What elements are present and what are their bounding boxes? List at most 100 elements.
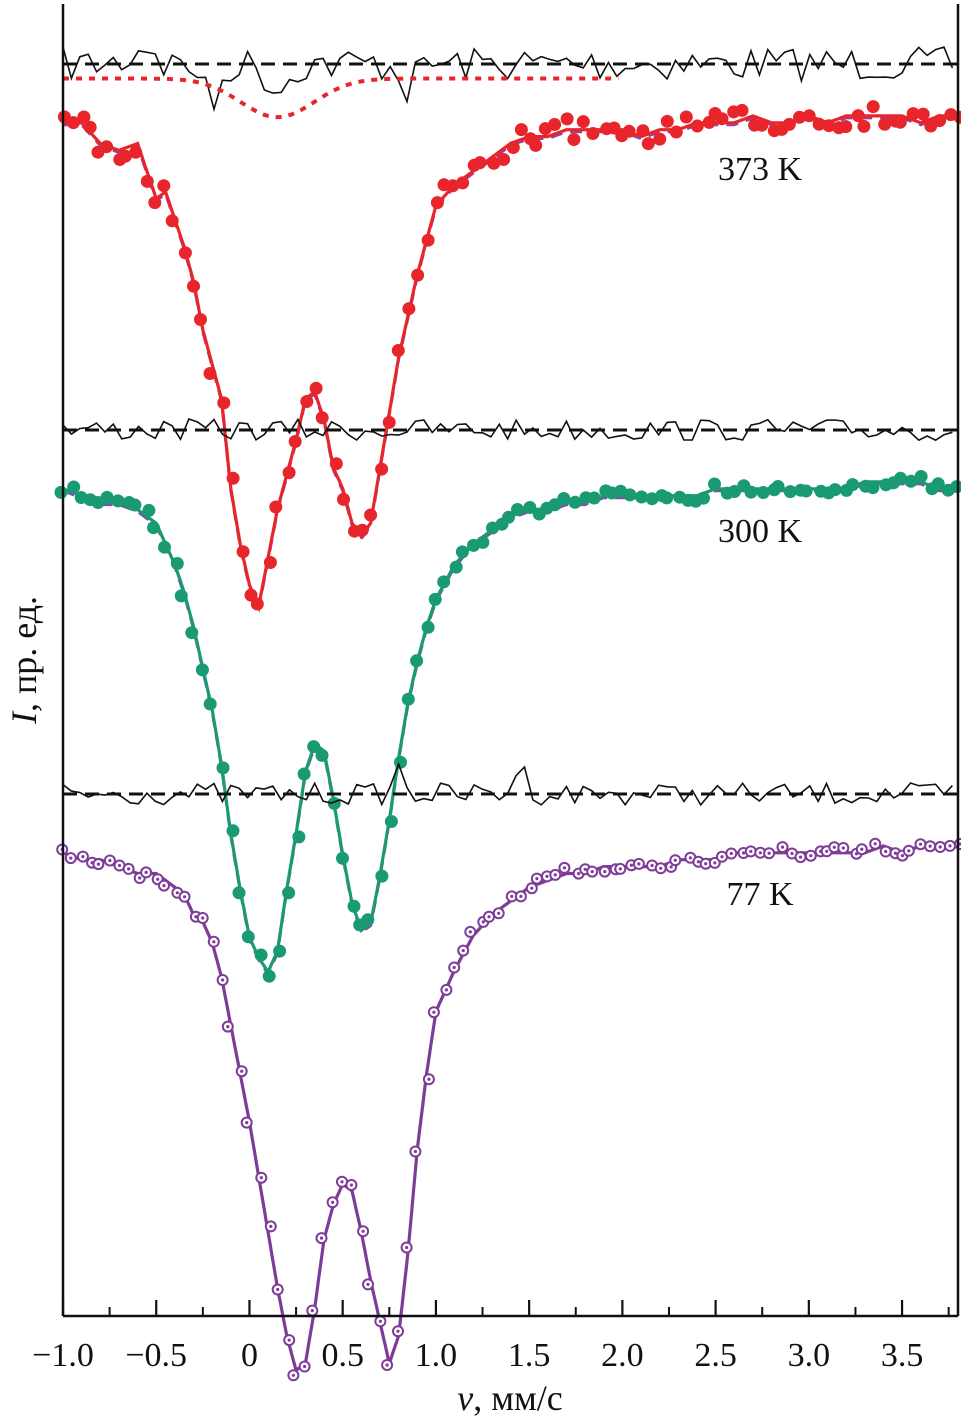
data-point-center bbox=[729, 851, 733, 856]
data-point bbox=[381, 1359, 394, 1371]
data-point-center bbox=[201, 916, 205, 920]
data-point-center bbox=[396, 1329, 400, 1333]
data-point-center bbox=[704, 862, 708, 866]
data-point-center bbox=[860, 847, 864, 851]
x-tick-label: 0.5 bbox=[321, 1337, 364, 1374]
data-point bbox=[446, 179, 460, 193]
series-label: 373 K bbox=[718, 151, 803, 188]
data-point-center bbox=[349, 1183, 353, 1187]
data-point bbox=[309, 381, 323, 395]
data-point bbox=[288, 435, 302, 448]
data-point bbox=[140, 174, 154, 188]
data-point bbox=[857, 119, 871, 133]
data-point bbox=[411, 268, 425, 282]
data-point bbox=[364, 508, 378, 522]
data-point-center bbox=[81, 855, 85, 859]
data-point bbox=[298, 1360, 311, 1373]
data-point bbox=[904, 474, 918, 488]
data-point bbox=[866, 481, 880, 495]
data-point bbox=[916, 107, 930, 121]
data-point-center bbox=[156, 877, 160, 881]
spectrum-373-k: 373 K bbox=[57, 46, 961, 613]
data-point bbox=[851, 109, 865, 123]
data-point bbox=[157, 179, 171, 193]
data-point-center bbox=[96, 862, 100, 866]
data-point bbox=[455, 545, 469, 559]
residual-line bbox=[62, 417, 953, 442]
data-point bbox=[679, 110, 693, 124]
data-point bbox=[622, 124, 636, 138]
data-point bbox=[315, 748, 329, 762]
data-point bbox=[487, 156, 501, 170]
data-point-center bbox=[108, 858, 112, 863]
data-point bbox=[392, 1325, 404, 1338]
data-point bbox=[457, 944, 470, 957]
data-point bbox=[812, 117, 826, 131]
data-point bbox=[839, 120, 853, 134]
data-point-center bbox=[673, 858, 677, 862]
data-point bbox=[755, 118, 769, 132]
data-point bbox=[846, 478, 860, 492]
data-point bbox=[187, 279, 200, 293]
data-point-center bbox=[825, 849, 829, 853]
data-point bbox=[430, 196, 444, 210]
data-point bbox=[196, 912, 209, 924]
data-point bbox=[345, 1179, 358, 1191]
data-point bbox=[92, 858, 105, 871]
data-point-center bbox=[545, 874, 549, 879]
data-point bbox=[203, 367, 217, 380]
data-point-center bbox=[767, 851, 771, 855]
data-point bbox=[763, 847, 776, 860]
data-point bbox=[147, 521, 160, 535]
data-point-center bbox=[378, 1319, 382, 1323]
data-point bbox=[549, 868, 562, 881]
data-point bbox=[362, 1278, 374, 1291]
data-point-center bbox=[873, 842, 877, 846]
data-point bbox=[802, 109, 816, 123]
x-tick-label: 1.0 bbox=[415, 1337, 458, 1374]
data-point-center bbox=[413, 1149, 417, 1154]
data-point-center bbox=[331, 1200, 335, 1204]
data-point-center bbox=[245, 1121, 249, 1125]
data-point bbox=[715, 112, 729, 126]
data-point bbox=[83, 120, 97, 134]
data-point bbox=[297, 767, 311, 781]
data-point-center bbox=[884, 849, 888, 854]
data-point bbox=[576, 115, 590, 129]
y-axis-symbol: I bbox=[4, 710, 44, 725]
data-point bbox=[641, 137, 655, 151]
data-point bbox=[530, 872, 543, 885]
data-point bbox=[375, 869, 389, 883]
data-point bbox=[879, 845, 892, 858]
data-point bbox=[254, 948, 268, 962]
data-point-center bbox=[162, 884, 166, 888]
data-point bbox=[355, 523, 369, 537]
data-point bbox=[292, 830, 306, 844]
data-point bbox=[250, 597, 264, 611]
data-point bbox=[307, 740, 321, 754]
data-point bbox=[217, 396, 231, 410]
data-point bbox=[142, 503, 156, 517]
data-point bbox=[394, 755, 407, 769]
data-point-center bbox=[629, 863, 634, 867]
data-point bbox=[660, 114, 674, 128]
data-point-center bbox=[269, 1224, 273, 1228]
component-dashed-line bbox=[63, 116, 958, 613]
data-point bbox=[382, 415, 396, 429]
data-point-center bbox=[510, 894, 514, 899]
data-point bbox=[185, 626, 199, 640]
data-point bbox=[129, 145, 143, 159]
data-point bbox=[76, 850, 89, 863]
axes: −1.0 −0.5 0 0.5 1.0 1.5 2.0 2.5 3.0 3.5 bbox=[32, 4, 960, 1374]
data-point-center bbox=[310, 1309, 314, 1313]
data-point bbox=[269, 500, 283, 514]
data-point-center bbox=[444, 988, 448, 992]
data-point-center bbox=[798, 855, 803, 859]
data-point bbox=[866, 100, 880, 114]
data-point-center bbox=[741, 851, 746, 855]
data-point bbox=[174, 589, 188, 603]
data-point-center bbox=[938, 845, 942, 849]
data-point bbox=[568, 495, 582, 509]
data-point bbox=[329, 457, 343, 471]
